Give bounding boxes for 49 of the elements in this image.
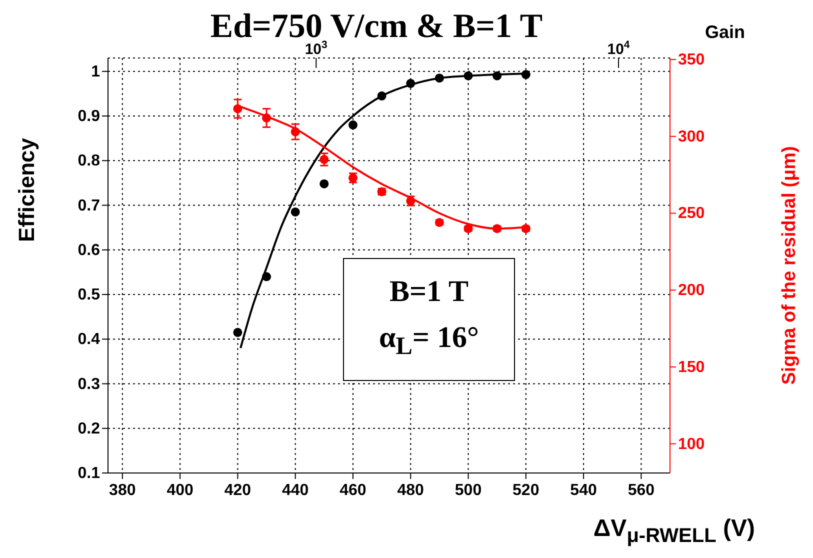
x2-tick-label: 10$^{3}$ — [304, 39, 328, 58]
point — [290, 207, 300, 216]
y2-tick-label: 200 — [678, 282, 705, 300]
y-tick-label: 0.3 — [78, 376, 100, 393]
point — [320, 179, 329, 188]
y2-tick-label: 100 — [678, 436, 705, 453]
y-tick-label: 0.9 — [78, 108, 100, 126]
x-tick-label: 380 — [109, 482, 136, 499]
y-tick-label: 0.1 — [78, 465, 100, 482]
x-tick-label: 520 — [512, 482, 540, 499]
point — [464, 71, 473, 80]
point — [262, 113, 272, 122]
point — [434, 74, 444, 83]
y-tick-label: 0.6 — [78, 242, 100, 259]
point — [290, 127, 300, 136]
point — [521, 70, 530, 80]
annotation: B=1 T — [388, 274, 470, 310]
x-tick-label: 460 — [340, 482, 366, 499]
y-tick-label: 0.2 — [78, 420, 100, 438]
y2-tick-label: 150 — [678, 358, 705, 376]
point — [377, 91, 386, 100]
x-tick-label: 480 — [397, 482, 424, 499]
y-tick-label: 0.7 — [78, 197, 100, 214]
x-tick-label: 560 — [628, 482, 655, 499]
y-tick-label: 1 — [91, 63, 100, 80]
y2-tick-label: 350 — [678, 52, 705, 69]
x-tick-label: 500 — [454, 482, 482, 499]
point — [320, 154, 329, 164]
y2-axis-title: Sigma of the residual (μm) — [779, 146, 800, 385]
x-axis-title: ΔV$_{μ-RWELL}$ (V) — [593, 515, 755, 548]
point — [406, 78, 416, 88]
x2-axis-title: Gain — [704, 22, 745, 43]
x-tick-label: 540 — [570, 482, 597, 499]
point — [262, 272, 272, 282]
y-axis-title: Efficiency — [14, 138, 40, 242]
y2-tick-label: 300 — [678, 128, 705, 146]
point — [348, 120, 358, 130]
x-tick-label: 420 — [224, 482, 252, 499]
x2-tick-label: 10$^{4}$ — [607, 39, 630, 58]
x-tick-label: 400 — [166, 482, 194, 499]
point — [233, 328, 242, 337]
annotation: α$_{L}$= 16° — [378, 320, 480, 362]
y-tick-label: 0.5 — [78, 286, 100, 304]
point — [492, 71, 502, 80]
y-tick-label: 0.8 — [78, 152, 100, 170]
x-tick-label: 440 — [282, 482, 309, 499]
y-tick-label: 0.4 — [78, 331, 100, 348]
y2-tick-label: 250 — [678, 205, 705, 222]
point — [233, 104, 242, 114]
